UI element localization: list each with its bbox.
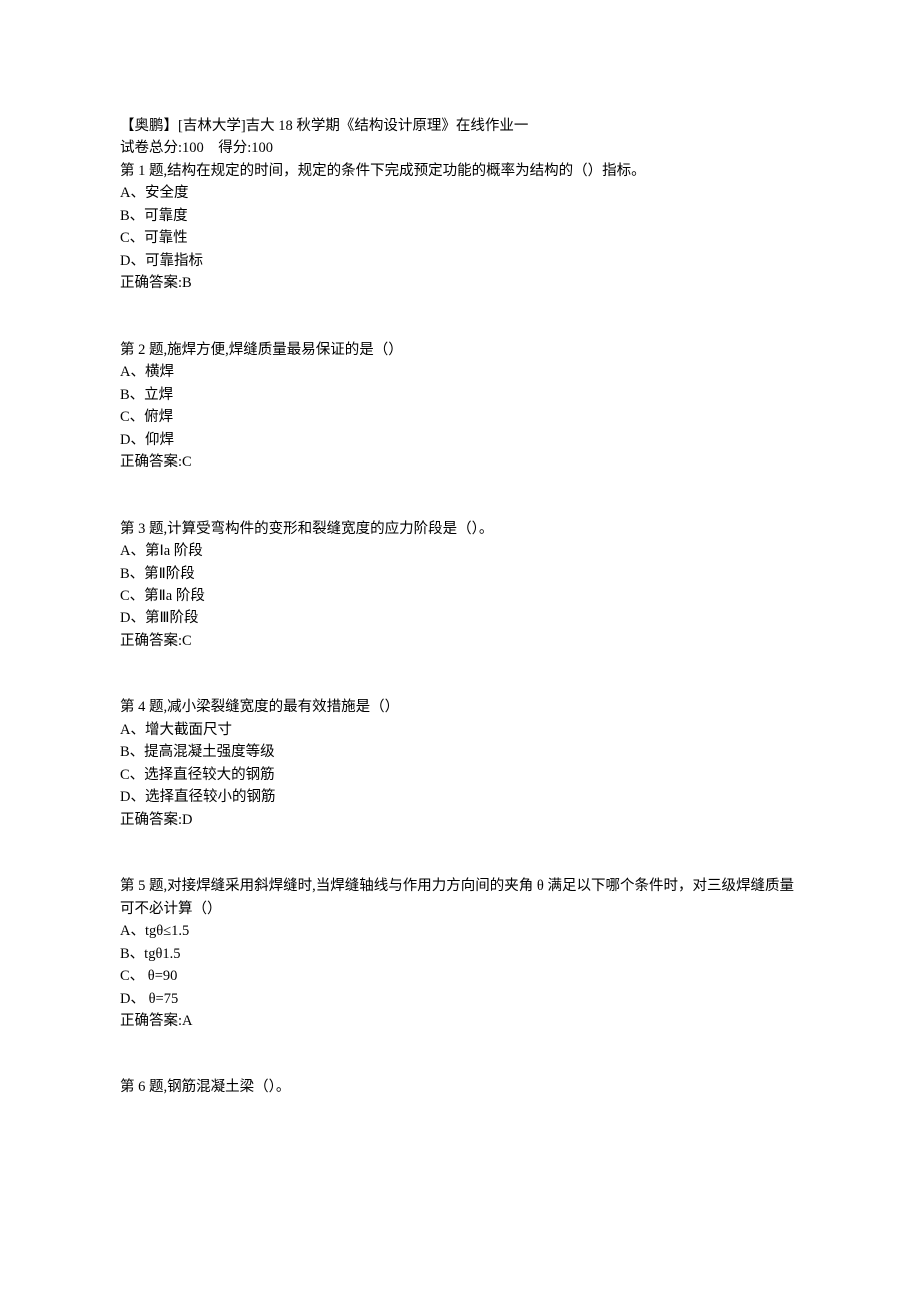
question-block: 第 6 题,钢筋混凝土梁（）。 xyxy=(120,1076,800,1098)
option-b: B、第Ⅱ阶段 xyxy=(120,563,800,585)
option-a: A、增大截面尺寸 xyxy=(120,719,800,741)
option-c: C、俯焊 xyxy=(120,406,800,428)
option-a: A、安全度 xyxy=(120,182,800,204)
option-d: D、第Ⅲ阶段 xyxy=(120,607,800,629)
answer-line: 正确答案:C xyxy=(120,451,800,473)
document-page: 【奥鹏】[吉林大学]吉大 18 秋学期《结构设计原理》在线作业一 试卷总分:10… xyxy=(0,0,920,1159)
doc-title: 【奥鹏】[吉林大学]吉大 18 秋学期《结构设计原理》在线作业一 xyxy=(120,115,800,137)
option-a: A、第Ⅰa 阶段 xyxy=(120,540,800,562)
option-d: D、仰焊 xyxy=(120,429,800,451)
question-stem: 第 2 题,施焊方便,焊缝质量最易保证的是（） xyxy=(120,339,800,361)
question-block: 第 2 题,施焊方便,焊缝质量最易保证的是（） A、横焊 B、立焊 C、俯焊 D… xyxy=(120,339,800,474)
option-a: A、横焊 xyxy=(120,361,800,383)
option-c: C、 θ=90 xyxy=(120,965,800,987)
question-stem: 第 6 题,钢筋混凝土梁（）。 xyxy=(120,1076,800,1098)
option-b: B、可靠度 xyxy=(120,205,800,227)
question-stem: 第 5 题,对接焊缝采用斜焊缝时,当焊缝轴线与作用力方向间的夹角 θ 满足以下哪… xyxy=(120,875,800,920)
option-c: C、可靠性 xyxy=(120,227,800,249)
option-d: D、选择直径较小的钢筋 xyxy=(120,786,800,808)
answer-line: 正确答案:C xyxy=(120,630,800,652)
answer-line: 正确答案:B xyxy=(120,272,800,294)
option-d: D、 θ=75 xyxy=(120,988,800,1010)
header-block: 【奥鹏】[吉林大学]吉大 18 秋学期《结构设计原理》在线作业一 试卷总分:10… xyxy=(120,115,800,295)
question-block: 第 3 题,计算受弯构件的变形和裂缝宽度的应力阶段是（）。 A、第Ⅰa 阶段 B… xyxy=(120,518,800,653)
score-line: 试卷总分:100 得分:100 xyxy=(120,137,800,159)
option-c: C、第Ⅱa 阶段 xyxy=(120,585,800,607)
question-stem: 第 3 题,计算受弯构件的变形和裂缝宽度的应力阶段是（）。 xyxy=(120,518,800,540)
option-c: C、选择直径较大的钢筋 xyxy=(120,764,800,786)
question-stem: 第 4 题,减小梁裂缝宽度的最有效措施是（） xyxy=(120,696,800,718)
option-d: D、可靠指标 xyxy=(120,250,800,272)
option-b: B、立焊 xyxy=(120,384,800,406)
option-b: B、提高混凝土强度等级 xyxy=(120,741,800,763)
answer-line: 正确答案:D xyxy=(120,809,800,831)
option-a: A、tgθ≤1.5 xyxy=(120,920,800,942)
question-block: 第 5 题,对接焊缝采用斜焊缝时,当焊缝轴线与作用力方向间的夹角 θ 满足以下哪… xyxy=(120,875,800,1032)
question-stem: 第 1 题,结构在规定的时间，规定的条件下完成预定功能的概率为结构的（）指标。 xyxy=(120,160,800,182)
option-b: B、tgθ1.5 xyxy=(120,943,800,965)
answer-line: 正确答案:A xyxy=(120,1010,800,1032)
question-block: 第 4 题,减小梁裂缝宽度的最有效措施是（） A、增大截面尺寸 B、提高混凝土强… xyxy=(120,696,800,831)
